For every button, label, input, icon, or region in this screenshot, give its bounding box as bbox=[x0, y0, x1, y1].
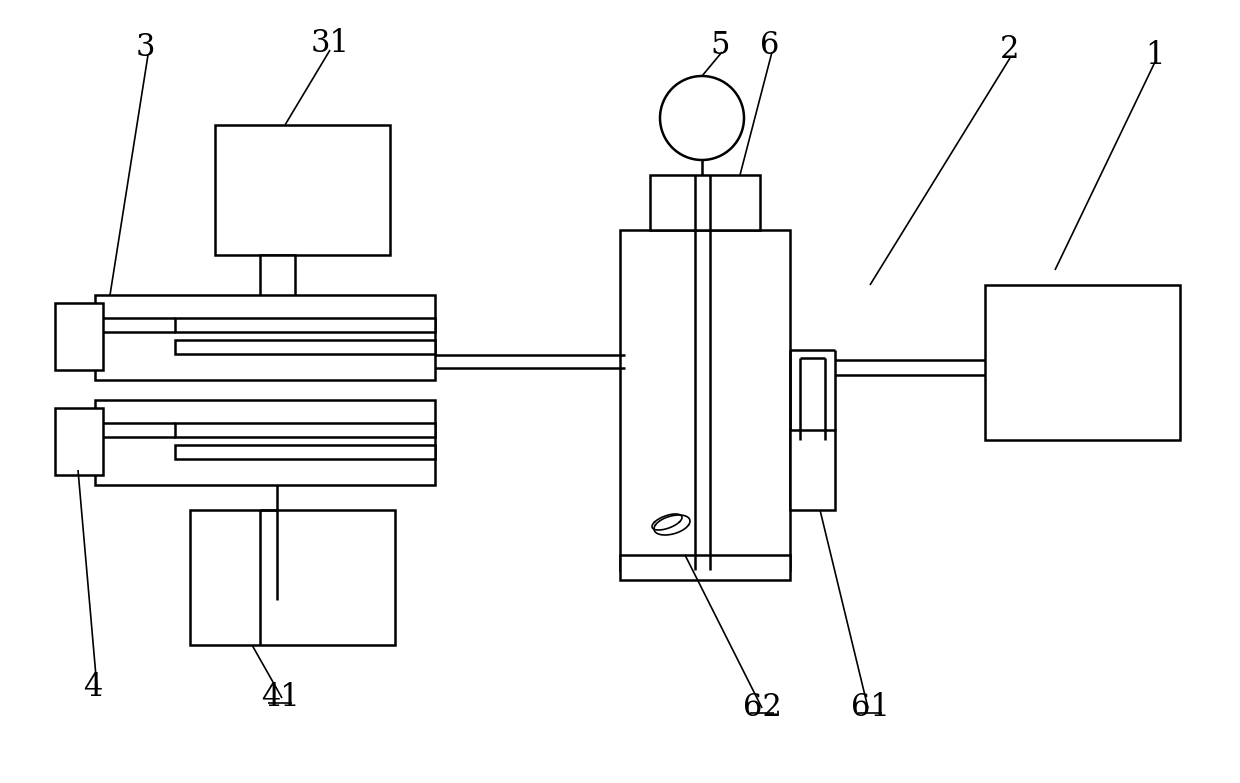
Text: 2: 2 bbox=[1001, 34, 1019, 66]
Bar bbox=[650, 175, 760, 230]
Bar bbox=[620, 555, 790, 580]
Text: 1: 1 bbox=[1146, 39, 1164, 70]
Bar bbox=[175, 445, 435, 459]
Text: 5: 5 bbox=[711, 30, 730, 60]
Bar bbox=[55, 303, 103, 370]
Bar bbox=[95, 295, 435, 380]
Text: 31: 31 bbox=[310, 27, 350, 59]
Text: 41: 41 bbox=[260, 683, 299, 713]
Bar bbox=[790, 430, 835, 510]
Text: 62: 62 bbox=[743, 692, 781, 723]
Bar bbox=[175, 318, 435, 332]
Text: 61: 61 bbox=[851, 692, 889, 723]
Bar bbox=[175, 423, 435, 437]
Text: 3: 3 bbox=[135, 33, 155, 63]
Bar bbox=[620, 230, 790, 570]
Bar bbox=[190, 510, 396, 645]
Bar bbox=[215, 125, 391, 255]
Bar bbox=[175, 340, 435, 354]
Bar bbox=[985, 285, 1180, 440]
Bar bbox=[95, 400, 435, 485]
Text: 4: 4 bbox=[83, 673, 103, 703]
Text: 6: 6 bbox=[760, 30, 780, 60]
Bar bbox=[55, 408, 103, 475]
Bar bbox=[260, 255, 295, 300]
